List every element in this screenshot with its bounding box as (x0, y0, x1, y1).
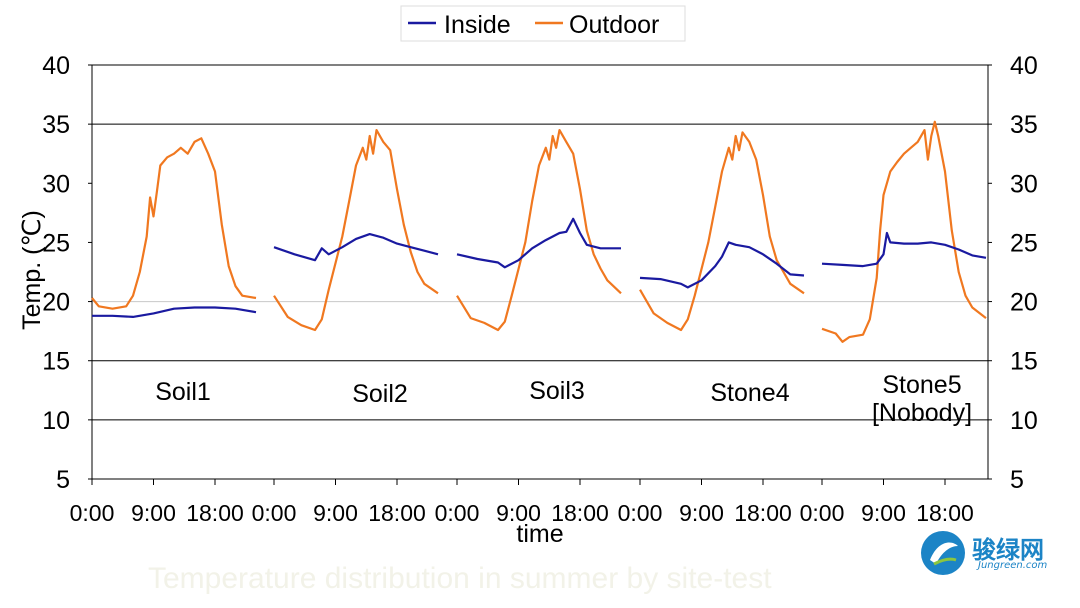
x-tick-label: 9:00 (313, 500, 358, 526)
y-axis-left: 40 35 30 25 20 15 10 5 (42, 52, 92, 494)
watermark-sub: Jungreen.com (978, 560, 1048, 571)
y-axis-right: 40 35 30 25 20 15 10 5 (988, 52, 1038, 494)
outdoor-line (456, 129, 622, 332)
outdoor-line (273, 129, 439, 332)
y-tick-label: 40 (1010, 52, 1038, 80)
panel-label: Stone5 (882, 371, 961, 399)
y-tick-label: 10 (42, 407, 70, 435)
inside-line (92, 306, 257, 318)
outdoor-line (639, 131, 805, 332)
y-tick-label: 15 (1010, 348, 1038, 376)
inside-line (456, 217, 621, 269)
y-axis-label: Temp. (℃) (18, 210, 46, 330)
panel-label: Soil3 (529, 377, 585, 405)
x-axis: 0:00 9:00 18:00 0:00 9:00 18:00 0:00 9:00 18:00 0… (70, 479, 974, 526)
legend: Inside Outdoor (400, 5, 686, 42)
x-tick-label: 9:00 (496, 500, 541, 526)
outdoor-line (91, 137, 257, 310)
y-tick-label: 35 (42, 111, 70, 139)
x-tick-label: 0:00 (618, 500, 663, 526)
y-tick-label: 30 (1010, 170, 1038, 198)
y-tick-label: 10 (1010, 407, 1038, 435)
leaf-logo-icon (921, 531, 965, 575)
y-tick-label: 15 (42, 348, 70, 376)
inside-line (821, 231, 987, 268)
legend-label-inside: Inside (444, 11, 511, 39)
x-axis-label: time (516, 520, 563, 548)
x-tick-label: 18:00 (551, 500, 609, 526)
y-tick-label: 20 (1010, 289, 1038, 317)
x-tick-label: 18:00 (368, 500, 426, 526)
x-tick-label: 0:00 (800, 500, 845, 526)
outdoor-line (821, 120, 987, 343)
x-tick-label: 18:00 (734, 500, 792, 526)
x-tick-label: 9:00 (131, 500, 176, 526)
panel-labels: Soil1 Soil2 Soil3 Stone4 Stone5[Nobody] (155, 371, 972, 427)
x-tick-label: 0:00 (70, 500, 115, 526)
y-tick-label: 20 (42, 289, 70, 317)
series-lines (91, 120, 987, 343)
y-tick-label: 35 (1010, 111, 1038, 139)
y-tick-label: 25 (1010, 229, 1038, 257)
y-tick-label: 5 (1010, 466, 1024, 494)
x-tick-label: 18:00 (916, 500, 974, 526)
inside-line (273, 233, 439, 262)
watermark-logo: 骏绿网 Jungreen.com (920, 526, 1070, 586)
x-tick-label: 9:00 (861, 500, 906, 526)
y-tick-label: 5 (56, 466, 70, 494)
panel-label: Soil1 (155, 378, 211, 406)
x-tick-label: 0:00 (435, 500, 480, 526)
panel-label: Soil2 (352, 380, 408, 408)
y-tick-label: 25 (42, 229, 70, 257)
watermark-name: 骏绿网 (972, 536, 1044, 564)
inside-line (639, 241, 805, 289)
caption: Temperature distribution in summer by si… (148, 562, 772, 595)
plot-frame (91, 64, 989, 480)
y-tick-label: 30 (42, 170, 70, 198)
x-tick-label: 0:00 (252, 500, 297, 526)
grid (92, 123, 988, 421)
legend-label-outdoor: Outdoor (569, 11, 659, 39)
panel-label: Stone4 (710, 379, 789, 407)
x-tick-label: 9:00 (679, 500, 724, 526)
panel-label: [Nobody] (872, 399, 972, 427)
x-tick-label: 18:00 (186, 500, 244, 526)
y-tick-label: 40 (42, 52, 70, 80)
